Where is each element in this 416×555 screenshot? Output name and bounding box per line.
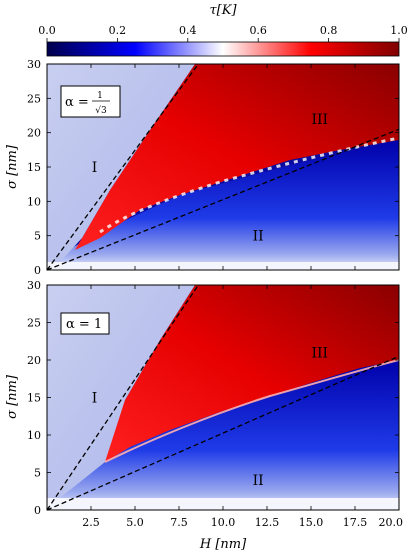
y-tick-label: 25: [27, 317, 41, 330]
region-III-fill: [75, 64, 399, 250]
dashed-line: [46, 128, 400, 271]
annotation-denominator: √3: [95, 105, 107, 116]
y-tick-label: 25: [27, 92, 41, 105]
region-label-II: II: [253, 229, 264, 245]
x-tick-label: 2.5: [82, 516, 100, 529]
x-tick-label: 15.0: [299, 516, 324, 529]
x-tick-label: 20.0: [379, 516, 404, 529]
x-tick-label: 17.5: [343, 516, 368, 529]
dashed-line: [46, 63, 199, 271]
y-tick-label: 30: [27, 279, 41, 292]
annotation-box: α = 1 √3: [60, 85, 121, 118]
colorbar-tick-label: 0.8: [320, 24, 338, 37]
region-label-I: I: [92, 391, 98, 407]
region-I-fill: [47, 285, 195, 508]
y-ticks: 0 5 10 15 20 25 30: [27, 279, 399, 517]
y-tick-label: 30: [27, 58, 41, 71]
y-ticks: 0 5 10 15 20 25 30: [27, 58, 399, 277]
x-axis-label: H [nm]: [199, 537, 247, 552]
colorbar-tick-label: 1.0: [390, 24, 408, 37]
colorbar-tick-label: 0.0: [38, 24, 56, 37]
y-tick-label: 20: [27, 354, 41, 367]
x-tick-label: 12.5: [255, 516, 280, 529]
annotation-numerator: 1: [97, 91, 103, 101]
annotation-box: α = 1: [60, 312, 110, 335]
region-II-fill: [47, 360, 399, 510]
y-tick-label: 20: [27, 127, 41, 140]
colorbar-tick-label: 0.2: [109, 24, 127, 37]
speckle-boundary: [99, 136, 399, 234]
dashed-lines: [46, 63, 400, 271]
dashed-line: [46, 284, 199, 511]
panel-bottom: 0 5 10 15 20 25 30 2.5 5.0 7.5 10.0 12.5 15.0 17.5 20…: [5, 279, 403, 552]
region-III-fill: [105, 285, 399, 462]
heatmap-bottom: [47, 285, 399, 510]
colorbar: τ[K] 0.0 0.2 0.4 0.6 0.8 1.0: [38, 3, 408, 57]
y-tick-label: 0: [34, 264, 41, 277]
x-ticks: 2.5 5.0 7.5 10.0 12.5 15.0 17.5 20.0: [82, 285, 403, 529]
colorbar-gradient: [46, 41, 400, 57]
speckle-boundary: [104, 359, 399, 463]
dashed-lines: [46, 284, 400, 511]
y-axis-label: σ [nm]: [5, 144, 20, 189]
y-tick-label: 5: [34, 230, 41, 243]
y-tick-label: 15: [27, 161, 41, 174]
annotation-prefix: α =: [65, 95, 89, 110]
colorbar-label: τ[K]: [209, 3, 237, 18]
x-tick-label: 5.0: [126, 516, 144, 529]
y-tick-label: 10: [27, 429, 41, 442]
x-tick-label: 10.0: [211, 516, 236, 529]
region-label-III: III: [312, 112, 329, 128]
region-label-I: I: [92, 160, 98, 176]
colorbar-ticks: 0.0 0.2 0.4 0.6 0.8 1.0: [38, 24, 408, 42]
colorbar-tick-label: 0.4: [179, 24, 197, 37]
x-ticks: [90, 64, 356, 270]
y-tick-label: 0: [34, 504, 41, 517]
x-tick-label: 7.5: [170, 516, 188, 529]
colorbar-tick-label: 0.6: [249, 24, 267, 37]
y-tick-label: 10: [27, 195, 41, 208]
y-tick-label: 15: [27, 392, 41, 405]
dashed-line: [46, 355, 400, 511]
y-tick-label: 5: [34, 467, 41, 480]
annotation-text: α = 1: [66, 317, 102, 332]
region-II-fill: [47, 140, 399, 270]
region-label-III: III: [312, 346, 329, 362]
region-label-II: II: [253, 473, 264, 489]
y-axis-label: σ [nm]: [5, 374, 20, 419]
